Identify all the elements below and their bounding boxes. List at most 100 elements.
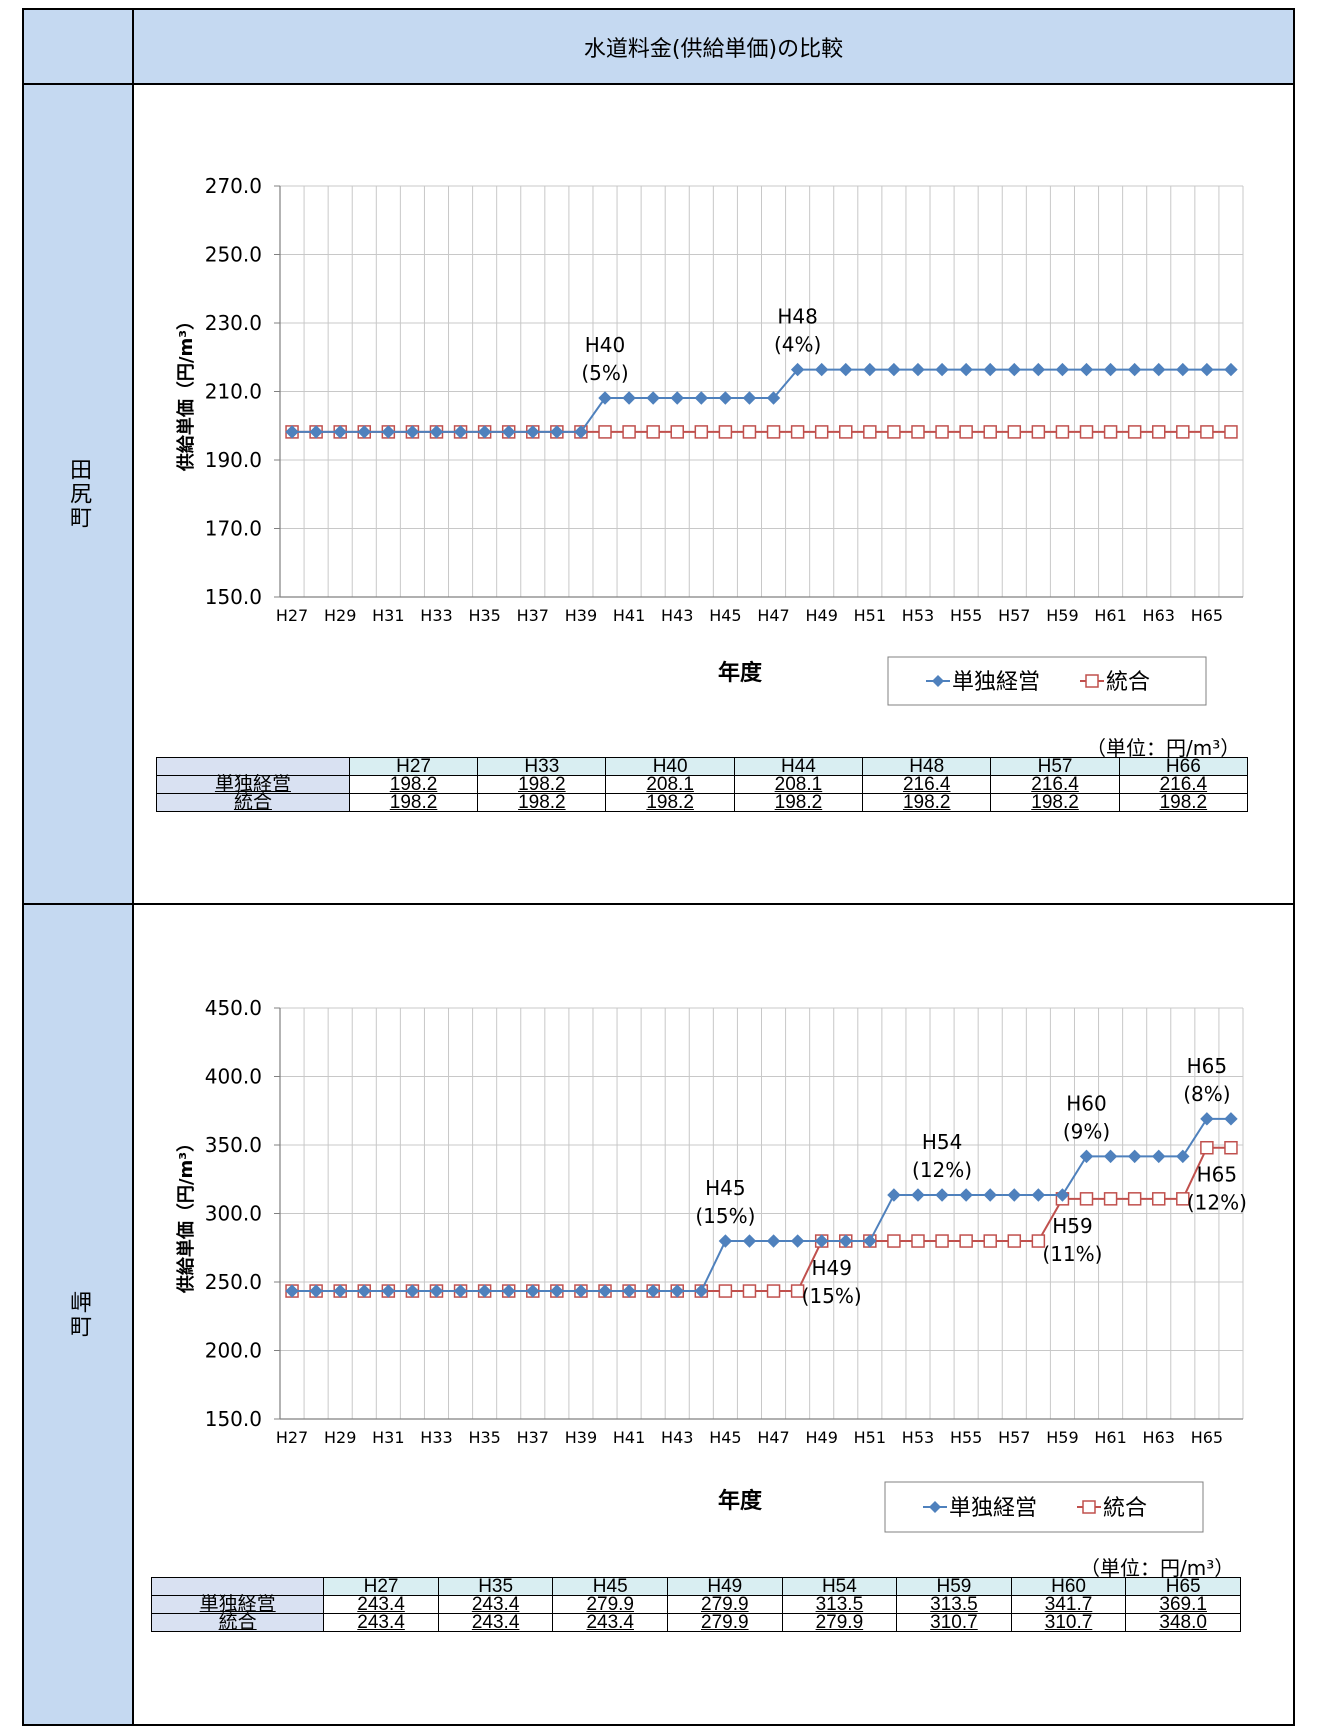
- data-point-standalone: [622, 1284, 636, 1298]
- table-row-label: 単独経営: [156, 775, 350, 794]
- table-cell: 198.2: [1118, 793, 1249, 812]
- table-cell: 243.4: [437, 1613, 554, 1632]
- data-point-integrated: [622, 425, 636, 439]
- data-point-integrated: [790, 1284, 805, 1298]
- y-tick-label: 200.0: [205, 1339, 262, 1363]
- table-header-cell: H44: [733, 757, 864, 776]
- data-point-standalone: [790, 362, 805, 377]
- x-tick-label: H27: [276, 606, 308, 625]
- table-cell: 198.2: [733, 793, 864, 812]
- table-header-cell: H66: [1118, 757, 1249, 776]
- table-cell: 216.4: [862, 775, 992, 794]
- table-header-cell: H35: [437, 1577, 554, 1596]
- table-cell: 341.7: [1010, 1595, 1127, 1614]
- x-tick-label: H29: [324, 1428, 356, 1447]
- data-point-standalone: [694, 391, 709, 405]
- y-tick-label: 300.0: [205, 1202, 262, 1226]
- x-tick-label: H51: [854, 606, 886, 625]
- page-title: 水道料金(供給単価)の比較: [583, 36, 844, 62]
- data-point-integrated: [1055, 425, 1070, 439]
- unit-label-tajiri: （単位：円/m³）: [1086, 736, 1241, 760]
- x-tick-label: H51: [854, 1428, 886, 1447]
- data-point-standalone: [357, 425, 371, 439]
- x-tick-label: H31: [372, 606, 404, 625]
- section-label-tajiri-text: 田尻町: [66, 458, 91, 530]
- table-cell: 279.9: [667, 1595, 783, 1614]
- series-line-standalone: [292, 1117, 1231, 1293]
- data-point-integrated: [718, 1284, 733, 1298]
- data-point-standalone: [790, 1234, 805, 1248]
- data-point-integrated: [887, 425, 901, 439]
- table-cell: 198.2: [990, 793, 1120, 812]
- annotation-year: H59: [1052, 1214, 1093, 1238]
- x-tick-label: H41: [613, 1428, 645, 1447]
- table-header-cell: H49: [667, 1577, 783, 1596]
- legend-marker-integrated: [1082, 1500, 1096, 1514]
- annotation-year: H40: [585, 333, 626, 357]
- y-tick-label: 250.0: [205, 1270, 262, 1294]
- data-point-standalone: [502, 1284, 516, 1298]
- table-header-cell: H40: [605, 757, 735, 776]
- data-point-standalone: [1055, 362, 1070, 377]
- data-point-integrated: [935, 1234, 949, 1248]
- data-point-standalone: [381, 1284, 396, 1298]
- data-point-integrated: [1224, 425, 1238, 439]
- data-point-standalone: [429, 1284, 444, 1298]
- table-cell: 198.2: [477, 793, 607, 812]
- y-tick-label: 170.0: [205, 517, 262, 541]
- data-point-standalone: [1031, 362, 1046, 377]
- table-cell: 198.2: [605, 793, 735, 812]
- data-point-integrated: [1127, 425, 1142, 439]
- table-cell: 243.4: [323, 1613, 439, 1632]
- data-point-standalone: [742, 1234, 757, 1248]
- table-cell: 313.5: [896, 1595, 1012, 1614]
- table-cell: 198.2: [348, 775, 479, 794]
- y-tick-label: 270.0: [205, 174, 262, 198]
- data-point-standalone: [309, 425, 323, 439]
- x-tick-label: H65: [1191, 1428, 1223, 1447]
- legend-marker-standalone: [929, 1501, 941, 1513]
- x-tick-label: H63: [1143, 606, 1175, 625]
- data-point-standalone: [405, 1284, 420, 1298]
- data-point-integrated: [742, 425, 757, 439]
- section-divider: [24, 903, 1293, 905]
- data-point-standalone: [694, 1284, 709, 1298]
- data-point-standalone: [718, 1234, 733, 1248]
- data-point-standalone: [526, 425, 540, 439]
- data-point-standalone: [718, 391, 733, 405]
- data-point-integrated: [1031, 425, 1046, 439]
- data-point-integrated: [598, 425, 612, 439]
- data-point-integrated: [911, 425, 925, 439]
- series-line-standalone: [292, 368, 1231, 433]
- y-tick-label: 350.0: [205, 1133, 262, 1157]
- data-table-tajiri: H27 H33 H40 H44 H48 H57 H66 単独経営 198.2 198.2 208.1…: [156, 757, 1249, 812]
- table-row-label: 統合: [156, 793, 350, 812]
- data-point-integrated: [766, 425, 781, 439]
- data-point-standalone: [1007, 1188, 1021, 1202]
- data-point-integrated: [742, 1284, 757, 1298]
- data-point-standalone: [526, 1284, 540, 1298]
- data-point-standalone: [911, 1188, 925, 1202]
- table-header-cell: H45: [552, 1577, 668, 1596]
- chart-misaki: 150.0 200.0 250.0 300.0 350.0 400.0 450.0 H27 H2…: [175, 996, 1247, 1533]
- table-header-cell: H57: [990, 757, 1120, 776]
- y-axis-title: 供給単価（円/m³）: [175, 1134, 197, 1294]
- x-tick-label: H29: [324, 606, 356, 625]
- data-point-standalone: [1127, 362, 1142, 377]
- annotation-rate: (11%): [1042, 1242, 1102, 1266]
- x-tick-label: H43: [661, 606, 693, 625]
- data-point-integrated: [1103, 1192, 1118, 1206]
- data-point-integrated: [959, 1234, 973, 1248]
- data-point-standalone: [453, 425, 468, 439]
- section-label-tajiri: 田尻町: [24, 85, 134, 903]
- data-point-integrated: [1176, 425, 1190, 439]
- data-point-standalone: [814, 362, 829, 377]
- data-point-standalone: [1007, 362, 1021, 377]
- table-cell: 243.4: [552, 1613, 668, 1632]
- data-point-standalone: [574, 425, 588, 439]
- annotation-rate: (5%): [581, 361, 628, 385]
- data-point-integrated: [1103, 425, 1118, 439]
- data-point-standalone: [1079, 362, 1094, 377]
- annotation-rate: (9%): [1063, 1119, 1110, 1143]
- table-cell: 243.4: [437, 1595, 554, 1614]
